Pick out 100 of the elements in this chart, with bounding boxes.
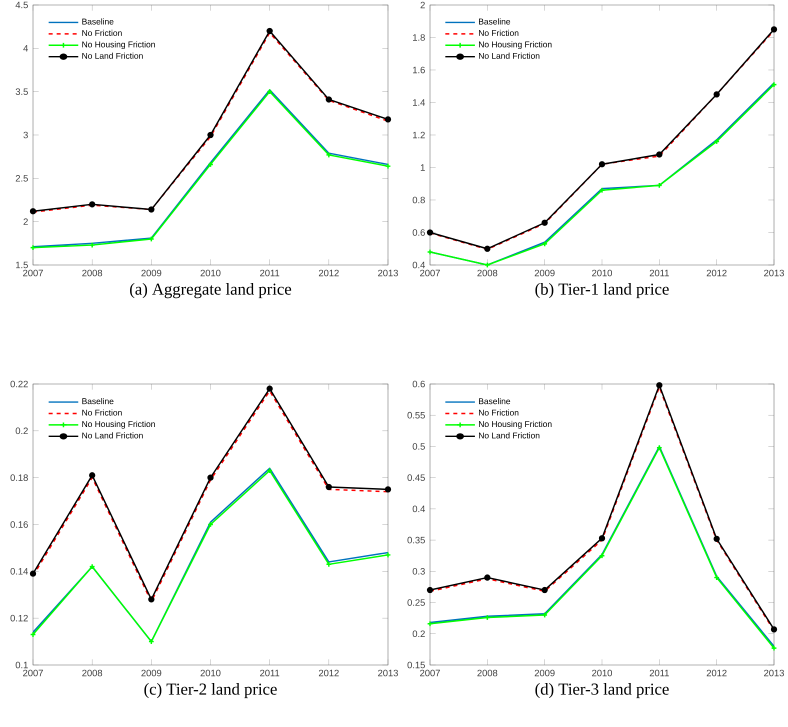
- point: [714, 91, 720, 98]
- point: [89, 242, 96, 248]
- y-tick-label: 1.5: [16, 262, 28, 268]
- y-tick-label: 1.4: [413, 99, 426, 106]
- point: [484, 246, 490, 252]
- x-tick-label: 2008: [82, 670, 102, 676]
- y-tick-label: 0.6: [412, 380, 425, 388]
- point: [426, 229, 434, 236]
- point: [266, 28, 273, 34]
- y-tick-label: 0.12: [10, 614, 28, 622]
- y-tick-label: 2.5: [16, 175, 28, 182]
- point: [207, 161, 214, 168]
- y-tick-label: 3.5: [16, 88, 28, 95]
- point: [542, 586, 548, 594]
- x-tick-label: 2013: [378, 670, 398, 676]
- x-tick-label: 2009: [534, 270, 555, 276]
- point: [598, 535, 606, 542]
- y-tick-label: 0.14: [10, 568, 28, 575]
- x-tick-label: 2007: [23, 670, 43, 676]
- point: [266, 467, 273, 474]
- y-tick-label: 0.2: [16, 428, 28, 434]
- point: [598, 552, 606, 559]
- y-tick-label: 0.5: [412, 443, 425, 450]
- y-tick-label: 2: [420, 2, 425, 8]
- point: [598, 187, 606, 194]
- x-tick-label: 2007: [420, 270, 440, 276]
- point: [656, 444, 662, 451]
- x-tick-label: 2012: [706, 670, 727, 676]
- x-tick-label: 2010: [592, 270, 612, 276]
- point: [266, 386, 273, 392]
- x-tick-label: 2008: [82, 270, 102, 276]
- point: [326, 152, 332, 158]
- y-tick-label: 0.55: [407, 412, 425, 419]
- text: (d) Tier-3 land price: [535, 683, 669, 698]
- y-tick-label: 0.22: [10, 380, 28, 388]
- point: [714, 574, 720, 581]
- legend-label: Baseline: [479, 18, 510, 25]
- x-tick-label: 2009: [534, 670, 555, 676]
- legend-label: Baseline: [479, 398, 510, 404]
- point: [656, 382, 662, 388]
- text: (a) Aggregate land price: [130, 283, 292, 298]
- x-tick-label: 2010: [200, 670, 221, 676]
- legend-label: No Land Friction: [82, 432, 143, 438]
- y-tick-label: 0.8: [412, 196, 425, 204]
- point: [770, 26, 778, 32]
- x-tick-label: 2012: [706, 270, 727, 276]
- y-tick-label: 0.3: [412, 568, 425, 575]
- y-tick-label: 1.6: [413, 66, 425, 74]
- point: [656, 151, 662, 158]
- point: [148, 206, 154, 213]
- x-tick-label: 2009: [141, 270, 162, 276]
- legend-label: No Housing Friction: [479, 41, 552, 50]
- point: [207, 474, 214, 481]
- point: [148, 236, 154, 242]
- point: [770, 626, 778, 633]
- point: [384, 116, 392, 123]
- point: [426, 586, 434, 594]
- y-tick-label: 0.4: [412, 506, 426, 512]
- y-tick-label: 0.16: [10, 521, 28, 528]
- legend-label: No Land Friction: [479, 52, 540, 59]
- y-tick-label: 0.35: [407, 536, 425, 544]
- x-tick-label: 2008: [477, 670, 498, 676]
- legend-label: No Friction: [479, 30, 518, 36]
- x-tick-label: 2013: [764, 270, 784, 276]
- y-tick-label: 0.1: [16, 662, 28, 668]
- y-tick-label: 4: [23, 45, 28, 52]
- legend-label: No Housing Friction: [82, 420, 155, 429]
- point: [148, 596, 154, 603]
- point: [598, 161, 606, 168]
- y-tick-label: 1: [420, 164, 425, 171]
- x-tick-label: 2009: [141, 670, 162, 676]
- legend-label: Baseline: [82, 18, 114, 25]
- point: [542, 220, 548, 226]
- point: [542, 612, 548, 618]
- y-tick-label: 4.5: [16, 2, 28, 8]
- point: [30, 570, 36, 577]
- x-tick-label: 2011: [650, 270, 669, 276]
- legend-label: No Land Friction: [479, 432, 540, 438]
- point: [326, 96, 332, 103]
- legend-label: No Land Friction: [82, 52, 143, 59]
- point: [326, 484, 332, 490]
- x-tick-label: 2011: [260, 670, 280, 676]
- legend-label: No Friction: [82, 30, 122, 36]
- x-tick-label: 2013: [764, 670, 784, 676]
- y-tick-label: 0.6: [412, 229, 425, 236]
- y-tick-label: 2: [24, 218, 28, 225]
- x-tick-label: 2007: [420, 670, 440, 676]
- y-tick-label: 0.18: [10, 474, 28, 481]
- x-tick-label: 2011: [260, 270, 280, 276]
- point: [207, 132, 214, 138]
- x-tick-label: 2011: [650, 670, 669, 676]
- x-tick-label: 2012: [318, 670, 339, 676]
- legend-label: Baseline: [82, 398, 114, 404]
- text: (c) Tier-2 land price: [144, 683, 277, 698]
- y-tick-label: 1.2: [413, 132, 425, 138]
- y-tick-label: 0.2: [412, 630, 425, 638]
- point: [714, 536, 720, 542]
- y-tick-label: 3: [23, 132, 28, 138]
- x-tick-label: 2010: [200, 270, 221, 276]
- y-tick-label: 0.15: [407, 662, 425, 668]
